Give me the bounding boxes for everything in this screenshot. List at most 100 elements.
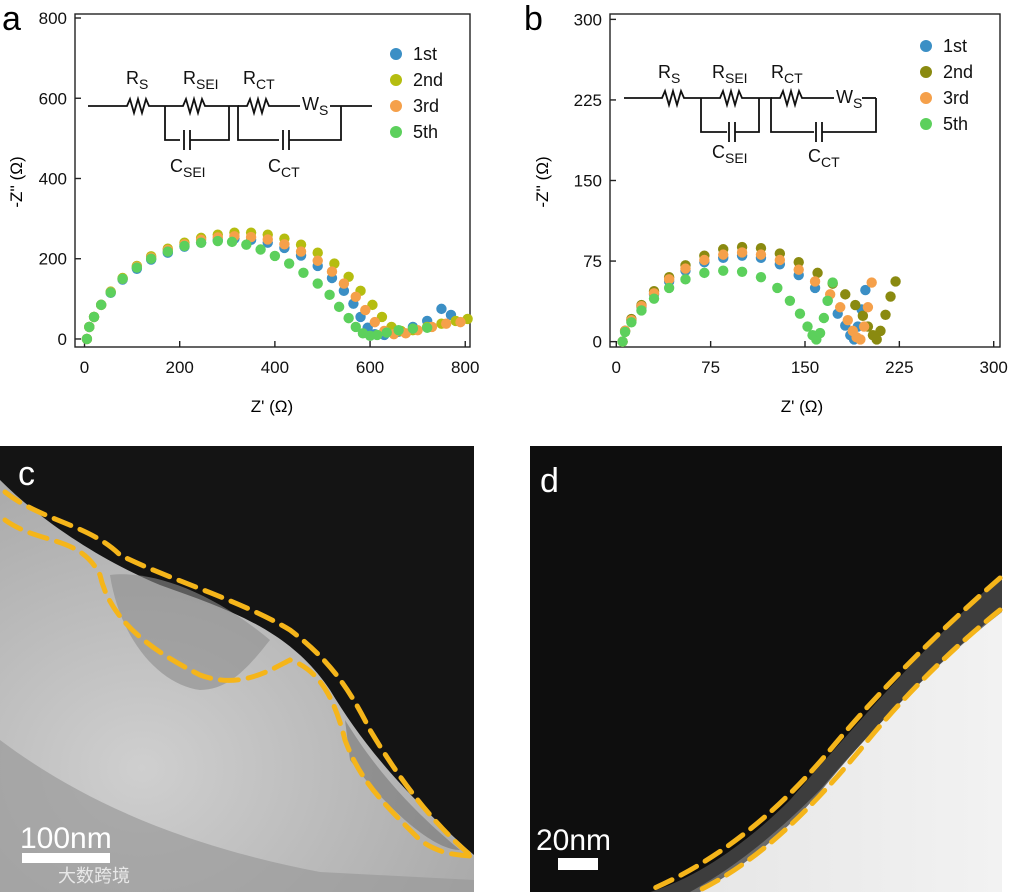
- label-ws-b: WS: [836, 87, 862, 111]
- panel-c-watermark: 大数跨境: [58, 866, 130, 886]
- panel-b-point-3rd-22: [866, 277, 877, 288]
- panel-b-point-3rd-20: [858, 321, 870, 332]
- panel-c-scale-label: 100nm: [20, 822, 112, 855]
- panel-a-points: [81, 227, 473, 345]
- panel-a-point-3rd-18: [326, 266, 338, 277]
- panel-b-ytick-label-1: 75: [583, 252, 602, 271]
- panel-b-series-5th: [617, 265, 838, 347]
- panel-a-point-5th-29: [421, 322, 433, 333]
- panel-b-legend-label-2: 3rd: [943, 88, 969, 108]
- panel-b-xtick-label-1: 75: [701, 358, 720, 377]
- panel-a-point-3rd-13: [245, 231, 257, 243]
- panel-b-point-5th-0: [617, 336, 628, 347]
- sei-branch-wire: [164, 106, 180, 141]
- panel-b-xtick-label-0: 0: [612, 358, 621, 377]
- label-rct-b: RCT: [771, 62, 803, 86]
- panel-b-point-2nd-21: [875, 325, 886, 337]
- panel-b-xtick-label-3: 225: [885, 358, 913, 377]
- panel-a-legend-marker-2: [390, 100, 402, 112]
- ct-branch-wire-right: [289, 106, 342, 141]
- panel-a-point-5th-17: [298, 267, 309, 278]
- panel-d-scale-label: 20nm: [536, 824, 611, 857]
- panel-b-point-5th-19: [822, 295, 833, 307]
- panel-a-legend-label-3: 5th: [413, 122, 438, 142]
- panel-b-ytick-label-0: 0: [593, 333, 602, 352]
- panel-a-xlabel: Z' (Ω): [251, 397, 293, 416]
- panel-b-legend-marker-0: [920, 40, 932, 52]
- panel-a-ytick-label-2: 400: [39, 169, 67, 188]
- panel-a-point-5th-15: [269, 250, 281, 262]
- panel-b-letter: b: [524, 0, 543, 38]
- panel-a-xtick-label-3: 600: [356, 358, 384, 377]
- cct-capacitor-b: [815, 122, 823, 142]
- tem-d-outline-inner: [697, 607, 1003, 892]
- tem-d-outline-outer: [647, 575, 1003, 892]
- panel-b-point-3rd-13: [809, 276, 821, 287]
- panel-b-ytick-label-4: 300: [574, 10, 602, 29]
- panel-a-point-5th-16: [283, 258, 295, 269]
- panel-b-point-3rd-12: [793, 264, 804, 275]
- rs-resistor-b: [624, 87, 701, 109]
- panel-b-point-3rd-11: [774, 254, 786, 266]
- panel-a-ytick-label-3: 600: [39, 89, 67, 108]
- panel-b-xtick-label-4: 300: [980, 358, 1008, 377]
- panel-a-point-5th-19: [324, 289, 335, 301]
- panel-b-point-3rd-21: [862, 302, 874, 313]
- panel-a-point-1st-19: [338, 285, 350, 297]
- panel-b-point-2nd-17: [857, 310, 869, 322]
- rsei-resistor: [165, 95, 229, 117]
- panel-a-xtick-label-0: 0: [80, 358, 89, 377]
- panel-a-point-3rd-14: [262, 234, 273, 245]
- panel-a-point-5th-11: [212, 235, 223, 247]
- panel-a-xtick-label-4: 800: [451, 358, 479, 377]
- label-rs: RS: [126, 68, 148, 92]
- rsei-resistor-b: [701, 87, 759, 109]
- panel-a-legend-label-0: 1st: [413, 44, 437, 64]
- panel-a-series-5th: [81, 235, 433, 345]
- panel-a-point-5th-6: [131, 262, 143, 273]
- panel-b-point-5th-9: [736, 266, 748, 278]
- panel-a-point-3rd-16: [295, 246, 307, 257]
- panel-a-point-5th-13: [241, 239, 252, 250]
- panel-d-tem-image: d 20nm: [530, 446, 1003, 892]
- panel-b-point-5th-5: [663, 282, 675, 294]
- panel-a-point-5th-25: [371, 329, 383, 341]
- panel-a-point-5th-2: [88, 311, 100, 323]
- panel-a-point-5th-22: [350, 321, 361, 333]
- panel-a-ytick-label-1: 200: [39, 250, 67, 269]
- panel-a-point-5th-4: [105, 287, 116, 298]
- panel-b-xlabel: Z' (Ω): [781, 397, 823, 416]
- panel-a-point-5th-0: [81, 333, 93, 345]
- panel-c-tem-image: c 100nm 大数跨境: [0, 446, 474, 892]
- panel-a-point-5th-7: [145, 253, 157, 264]
- panel-a-legend: 1st 2nd 3rd 5th: [390, 44, 443, 142]
- rs-resistor: [88, 95, 165, 117]
- panel-b-point-5th-14: [802, 321, 813, 332]
- panel-b-ytick-label-2: 150: [574, 172, 602, 191]
- panel-b-point-5th-20: [827, 277, 838, 288]
- panel-b-point-5th-17: [814, 327, 826, 339]
- panel-b-circuit: [624, 87, 877, 142]
- panel-a-circuit-labels: RS RSEI RCT WS CSEI CCT: [126, 68, 328, 180]
- label-csei-b: CSEI: [712, 142, 748, 166]
- panel-b-point-2nd-20: [871, 334, 882, 345]
- panel-a-ytick-label-4: 800: [39, 9, 67, 28]
- panel-a-point-5th-3: [95, 299, 107, 311]
- label-rsei: RSEI: [183, 68, 219, 92]
- sei-branch-wire-right-b: [735, 98, 760, 133]
- panel-b-point-5th-10: [755, 271, 767, 283]
- panel-b-point-3rd-16: [842, 314, 853, 326]
- ct-branch-wire: [229, 105, 279, 141]
- panel-a-point-3rd-20: [350, 291, 361, 303]
- panel-b-legend-marker-2: [920, 92, 932, 104]
- panel-a-ylabel: -Z'' (Ω): [7, 156, 26, 207]
- ct-branch-wire-b: [759, 97, 814, 133]
- panel-a-point-5th-12: [226, 236, 238, 248]
- sei-branch-wire-b: [700, 98, 727, 133]
- panel-a-point-5th-27: [393, 324, 404, 336]
- panel-a: a 0 200 400 600 800 0 200 400 600 800 1st 2nd 3rd 5t…: [2, 0, 479, 416]
- panel-b-points: [617, 241, 901, 347]
- panel-a-point-5th-1: [84, 321, 95, 333]
- panel-b-circuit-labels: RS RSEI RCT WS CSEI CCT: [658, 62, 862, 170]
